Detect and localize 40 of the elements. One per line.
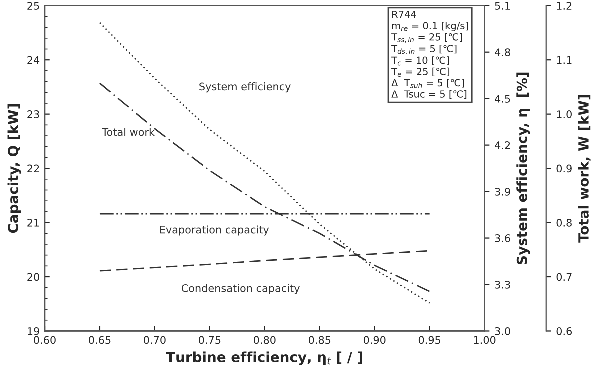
y2-axis-title: System efficiency, η [%] — [516, 72, 530, 264]
x-tick-label: 0.60 — [34, 336, 56, 344]
y2-tick-label: 4.5 — [495, 95, 510, 103]
y3-tick-label: 1.0 — [557, 110, 572, 118]
y2-tick-label: 3.9 — [495, 188, 510, 196]
y-tick-label: 23 — [28, 110, 40, 118]
y-tick-label: 24 — [28, 56, 40, 64]
y3-tick-label: 1.1 — [557, 56, 572, 64]
y2-tick-label: 5.1 — [495, 2, 510, 10]
series-label: Condensation capacity — [182, 284, 300, 294]
y2-tick-label: 3.3 — [495, 280, 510, 289]
y3-tick-label: 1.2 — [557, 2, 572, 10]
y2-tick-label: 3.6 — [495, 234, 510, 242]
text: R744 m$_{re}$ = 0.1 [kg/s] T$_{ss,in}$ = 25 [℃] T$_{ds,in}$ = 5 [℃] T$_{c}$ = 10 [℃] T$_{e}$ = 25 [℃] Δ T$_{suh}$ = 5 [℃] Δ Tsuc = 5 [℃] — [392, 11, 468, 100]
y2-tick-label: 4.2 — [495, 142, 510, 150]
series-label: System efficiency — [200, 82, 291, 93]
x-tick-label: 0.70 — [144, 336, 166, 344]
y3-tick-label: 0.6 — [556, 327, 572, 336]
x-axis-title: Turbine efficiency, η$_{t}$ [ / ] — [166, 352, 362, 366]
y-tick-label: 22 — [28, 164, 40, 173]
y3-tick-label: 0.9 — [556, 164, 572, 173]
x-tick-label: 1.00 — [474, 336, 496, 344]
series-label: Total work — [102, 128, 155, 136]
y2-tick-label: 4.8 — [495, 48, 510, 56]
x-tick-label: 0.65 — [89, 336, 111, 344]
y2-tick-label: 3.0 — [495, 327, 510, 336]
y3-tick-label: 0.8 — [556, 219, 572, 227]
x-tick-label: 0.95 — [418, 336, 441, 344]
series-label: Evaporation capacity — [160, 226, 270, 236]
y-tick-label: 25 — [28, 2, 40, 10]
x-tick-label: 0.85 — [308, 336, 331, 344]
y-axis-title: Capacity, Q [kW] — [8, 104, 22, 234]
y3-tick-label: 0.7 — [556, 273, 572, 282]
x-tick-label: 0.80 — [254, 336, 276, 344]
x-tick-label: 0.75 — [199, 336, 221, 344]
y-tick-label: 21 — [28, 219, 40, 227]
y-tick-label: 20 — [28, 273, 40, 282]
x-tick-label: 0.90 — [364, 336, 386, 344]
y-tick-label: 19 — [28, 327, 40, 336]
y3-axis-title: Total work, W [kW] — [578, 95, 591, 243]
